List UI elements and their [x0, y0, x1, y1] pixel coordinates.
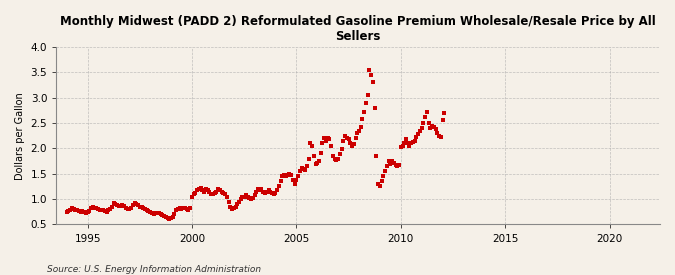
Title: Monthly Midwest (PADD 2) Reformulated Gasoline Premium Wholesale/Resale Price by: Monthly Midwest (PADD 2) Reformulated Ga…	[60, 15, 656, 43]
Y-axis label: Dollars per Gallon: Dollars per Gallon	[15, 92, 25, 180]
Text: Source: U.S. Energy Information Administration: Source: U.S. Energy Information Administ…	[47, 265, 261, 274]
